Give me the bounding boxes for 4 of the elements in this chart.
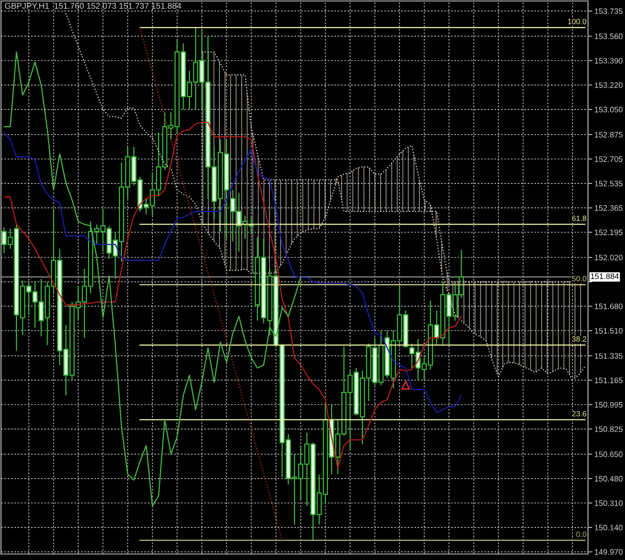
chart-title: GBPJPY,H1 151.760 152.073 151.737 151.884 [4,2,182,10]
line-series [65,12,586,380]
line-series [4,132,462,414]
line-series [4,51,302,506]
